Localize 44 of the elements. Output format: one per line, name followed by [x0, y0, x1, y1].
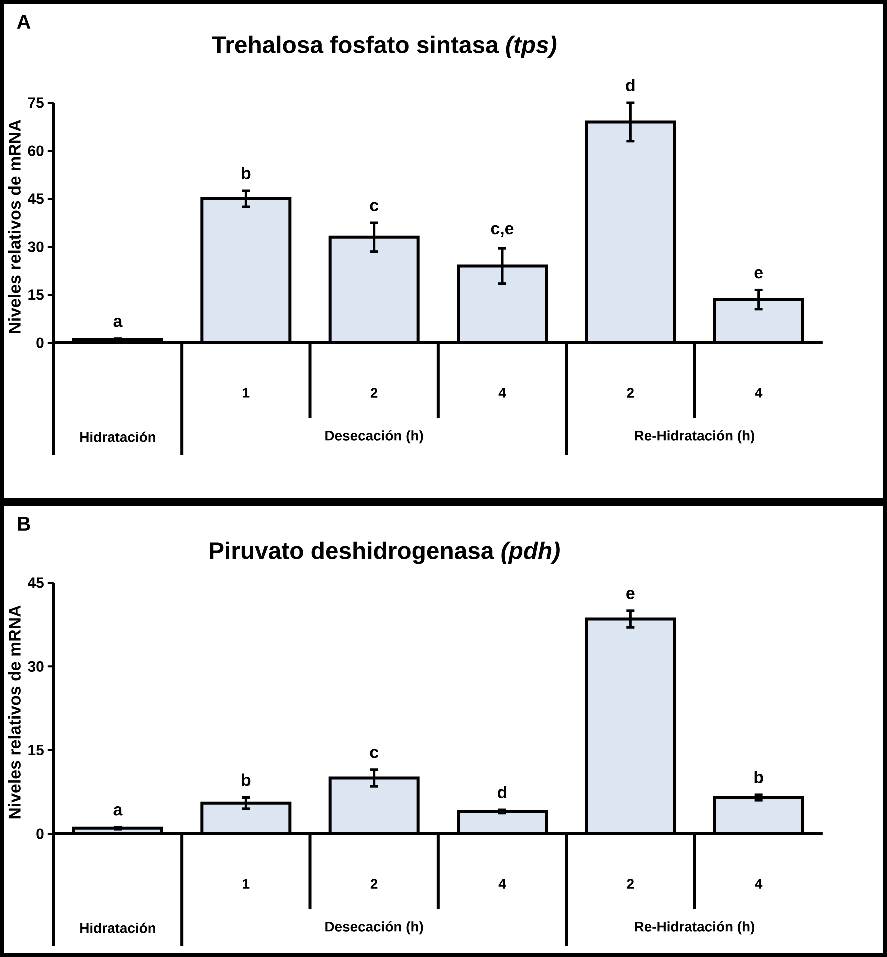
y-tick-label: 45 [28, 194, 44, 204]
annotation: c,e [491, 225, 514, 238]
annotation: a [114, 806, 123, 816]
y-tick-label: 0 [36, 828, 44, 840]
text: Desecación (h) [326, 921, 424, 935]
x-tick-label: 4 [755, 879, 763, 889]
annotation: d [498, 786, 507, 799]
x-tick-label: 2 [370, 388, 378, 398]
text: Hidratación [80, 432, 156, 442]
chart-title: Piruvato deshidrogenasa (pdh) [210, 542, 560, 564]
y-tick-label: 60 [28, 146, 44, 156]
annotation: c [370, 202, 379, 212]
y-tick-label: 15 [28, 290, 44, 300]
y-axis-title: Niveles relativos de mRNA [8, 606, 21, 819]
annotation: c [370, 749, 379, 758]
x-tick-label: 4 [498, 879, 506, 889]
x-tick-label: 4 [755, 388, 763, 398]
text: Hidratación [80, 922, 156, 934]
text: B [18, 517, 30, 531]
y-tick-label: 30 [28, 242, 44, 252]
annotation: b [242, 774, 251, 786]
x-tick-label: 1 [243, 879, 250, 889]
annotation: e [754, 269, 763, 279]
annotation: a [114, 318, 123, 328]
y-tick-label: 30 [28, 661, 44, 672]
text: Re-Hidratación (h) [635, 430, 754, 444]
x-tick-label: 2 [627, 879, 634, 889]
x-tick-label: 2 [627, 388, 634, 398]
chart-title: Trehalosa fosfato sintasa (tps) [212, 36, 557, 58]
y-axis-title: Niveles relativos de mRNA [8, 120, 21, 334]
x-tick-label: 2 [370, 879, 378, 889]
x-tick-label: 1 [243, 388, 250, 398]
annotation: e [626, 590, 635, 600]
y-tick-label: 75 [28, 98, 44, 108]
text: Re-Hidratación (h) [635, 921, 754, 935]
annotation: b [242, 167, 251, 180]
text: d [626, 79, 635, 92]
annotation: b [754, 771, 764, 784]
text: A [17, 15, 31, 29]
y-tick-label: 15 [28, 745, 44, 756]
y-tick-label: 0 [36, 338, 44, 348]
y-tick-label: 45 [28, 578, 44, 588]
x-tick-label: 4 [498, 388, 506, 398]
text: Desecación (h) [326, 430, 424, 444]
